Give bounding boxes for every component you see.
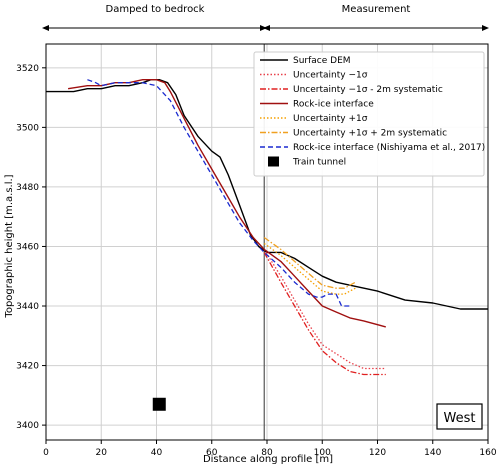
plot-frame (45, 43, 489, 441)
legend-label: Rock-ice interface (293, 100, 374, 110)
right-region-arrowhead-right (482, 25, 489, 31)
legend-label: Rock-ice interface (Nishiyama et al., 20… (293, 143, 485, 153)
panel-label: West (444, 411, 476, 426)
y-tick-label: 3440 (16, 302, 39, 312)
x-tick-label: 100 (314, 448, 331, 458)
x-tick-label: 80 (261, 448, 273, 458)
y-tick-label: 3460 (16, 242, 39, 252)
legend-entry: Surface DEM (260, 56, 351, 66)
x-tick-label: 60 (206, 448, 218, 458)
legend: Surface DEM Uncertainty −1σ Uncertainty −1… (253, 51, 485, 177)
series-line-5 (263, 236, 356, 289)
x-tick-label: 160 (479, 448, 496, 458)
x-tick-label: 0 (43, 448, 49, 458)
legend-label: Train tunnel (292, 158, 346, 168)
x-tick-label: 20 (96, 448, 108, 458)
left-region-label: Damped to bedrock (106, 4, 205, 15)
legend-entry: Train tunnel (268, 156, 346, 168)
left-region-arrowhead-left (42, 25, 49, 31)
series-line-1 (263, 249, 386, 370)
y-tick-label: 3400 (16, 421, 39, 431)
legend-label: Uncertainty −1σ - 2m systematic (293, 85, 443, 95)
series-line-4 (263, 242, 356, 295)
right-region-arrowhead-left (263, 25, 270, 31)
legend-entry: Uncertainty +1σ + 2m systematic (260, 129, 447, 139)
x-tick-label: 40 (151, 448, 163, 458)
legend-entry: Uncertainty +1σ (260, 114, 368, 124)
legend-entry: Rock-ice interface (260, 100, 374, 110)
y-axis-label: Topographic height [m.a.s.l.] (4, 174, 15, 318)
legend-entry: Rock-ice interface (Nishiyama et al., 20… (260, 143, 485, 153)
x-tick-label: 120 (369, 448, 386, 458)
series-line-2 (263, 252, 386, 376)
legend-label: Uncertainty −1σ (293, 71, 368, 81)
y-tick-label: 3420 (16, 362, 39, 372)
legend-label: Uncertainty +1σ (293, 114, 368, 124)
legend-label: Uncertainty +1σ + 2m systematic (293, 129, 447, 139)
y-tick-label: 3500 (16, 123, 39, 133)
plot-area (46, 44, 488, 440)
series-line-0 (46, 78, 488, 310)
legend-entry: Uncertainty −1σ - 2m systematic (260, 85, 443, 95)
y-tick-label: 3480 (16, 183, 39, 193)
legend-swatch (268, 156, 279, 167)
axes: 0 20 40 60 80 100 120 140 160 3400 3420 3440 3460 348… (16, 43, 497, 458)
x-axis-label: Distance along profile [m] (203, 454, 333, 465)
legend-label: Surface DEM (293, 56, 351, 66)
region-annotations: Damped to bedrock Measurement (42, 4, 489, 31)
legend-entry: Uncertainty −1σ (260, 71, 368, 81)
x-tick-label: 140 (424, 448, 441, 458)
series-line-6 (87, 79, 350, 307)
right-region-label: Measurement (342, 4, 411, 15)
train-tunnel-marker (152, 397, 166, 411)
panel-label-box: West (436, 403, 483, 430)
y-tick-label: 3520 (16, 64, 39, 74)
